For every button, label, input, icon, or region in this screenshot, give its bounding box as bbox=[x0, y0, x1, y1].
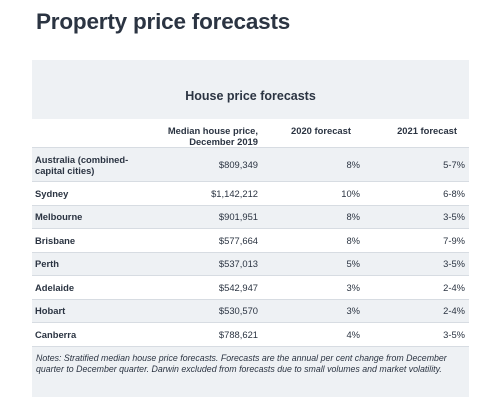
table-row: Canberra $788,621 4% 3-5% bbox=[32, 322, 469, 346]
forecast-2021-cell: 3-5% bbox=[364, 322, 469, 346]
table-row: Brisbane $577,664 8% 7-9% bbox=[32, 228, 469, 252]
table-row: Sydney $1,142,212 10% 6-8% bbox=[32, 181, 469, 205]
forecast-2020-cell: 4% bbox=[264, 322, 364, 346]
city-cell: Perth bbox=[32, 251, 149, 276]
city-cell: Sydney bbox=[32, 181, 149, 205]
city-cell: Hobart bbox=[32, 298, 149, 323]
city-cell: Adelaide bbox=[32, 275, 149, 299]
table-row: Melbourne $901,951 8% 3-5% bbox=[32, 204, 469, 229]
table-header-band: House price forecasts bbox=[32, 60, 469, 119]
city-cell: Australia (combined-capital cities) bbox=[32, 147, 149, 182]
forecast-table-card: House price forecasts Median house price… bbox=[32, 60, 469, 397]
column-header-2021-forecast: 2021 forecast bbox=[397, 125, 457, 136]
price-cell: $542,947 bbox=[149, 275, 264, 299]
table-row: Adelaide $542,947 3% 2-4% bbox=[32, 275, 469, 299]
city-cell: Melbourne bbox=[32, 204, 149, 229]
forecast-2021-cell: 6-8% bbox=[364, 181, 469, 205]
price-cell: $901,951 bbox=[149, 204, 264, 229]
price-cell: $577,664 bbox=[149, 228, 264, 252]
forecast-table: Median house price, December 2019 2020 f… bbox=[32, 119, 469, 346]
forecast-2020-cell: 8% bbox=[264, 147, 364, 182]
city-cell: Canberra bbox=[32, 322, 149, 346]
table-title: House price forecasts bbox=[185, 89, 316, 103]
forecast-2021-cell: 3-5% bbox=[364, 251, 469, 276]
forecast-2020-cell: 10% bbox=[264, 181, 364, 205]
price-cell: $788,621 bbox=[149, 322, 264, 346]
forecast-2020-cell: 8% bbox=[264, 204, 364, 229]
forecast-2020-cell: 5% bbox=[264, 251, 364, 276]
price-cell: $1,142,212 bbox=[149, 181, 264, 205]
forecast-2021-cell: 7-9% bbox=[364, 228, 469, 252]
column-header-row: Median house price, December 2019 2020 f… bbox=[32, 119, 469, 148]
page-title: Property price forecasts bbox=[36, 9, 291, 34]
forecast-2021-cell: 5-7% bbox=[364, 147, 469, 182]
table-notes: Notes: Stratified median house price for… bbox=[32, 345, 469, 397]
forecast-2020-cell: 3% bbox=[264, 275, 364, 299]
price-cell: $530,570 bbox=[149, 298, 264, 323]
table-row: Hobart $530,570 3% 2-4% bbox=[32, 298, 469, 323]
price-cell: $809,349 bbox=[149, 147, 264, 182]
forecast-2020-cell: 8% bbox=[264, 228, 364, 252]
column-header-city bbox=[32, 119, 149, 148]
forecast-2021-cell: 2-4% bbox=[364, 275, 469, 299]
forecast-2021-cell: 2-4% bbox=[364, 298, 469, 323]
column-header-2020-forecast: 2020 forecast bbox=[291, 125, 351, 136]
table-row: Perth $537,013 5% 3-5% bbox=[32, 251, 469, 276]
city-cell: Brisbane bbox=[32, 228, 149, 252]
price-cell: $537,013 bbox=[149, 251, 264, 276]
table-row: Australia (combined-capital cities) $809… bbox=[32, 147, 469, 182]
forecast-2021-cell: 3-5% bbox=[364, 204, 469, 229]
forecast-2020-cell: 3% bbox=[264, 298, 364, 323]
column-header-price: Median house price, December 2019 bbox=[167, 125, 258, 147]
